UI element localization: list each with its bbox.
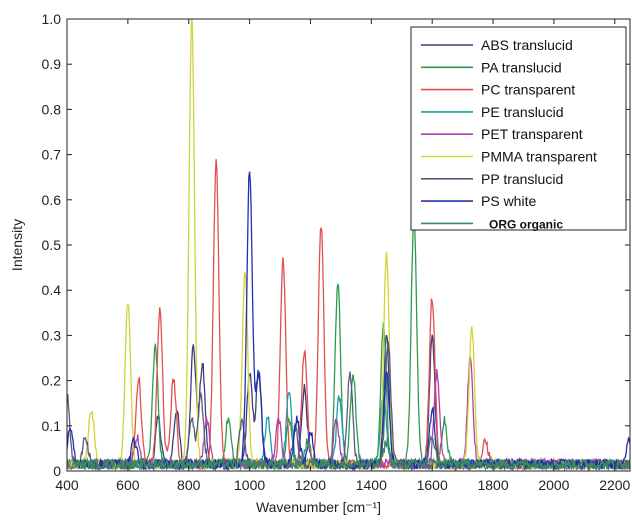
x-tick-label: 2000 [538,477,569,493]
legend-label: PE translucid [481,104,563,120]
x-tick-label: 2200 [599,477,630,493]
x-tick-label: 1200 [295,477,326,493]
y-tick-label: 0.7 [42,147,62,163]
x-tick-label: 1400 [356,477,387,493]
legend-label: ORG organic [489,217,563,231]
plot-area [67,19,630,471]
axes: 400 600 800 1000 1200 1400 1600 1800 2000 2200 0 0.… [9,11,631,515]
y-tick-label: 0 [53,463,61,479]
y-tick-label: 0.3 [42,327,62,343]
x-tick-label: 600 [116,477,140,493]
x-tick-label: 1600 [417,477,448,493]
legend-label: PC transparent [481,82,575,98]
legend-label: PS white [481,193,536,209]
legend-label: PMMA transparent [481,149,597,165]
series-line-1 [67,210,630,471]
y-tick-label: 0.5 [42,237,62,253]
x-tick-label: 1800 [477,477,508,493]
x-axis-label: Wavenumber [cm⁻¹] [256,499,381,515]
x-tick-label: 800 [177,477,201,493]
y-tick-label: 0.4 [42,282,62,298]
series-line-8 [67,434,630,471]
legend-label: PP translucid [481,171,563,187]
y-axis-label: Intensity [9,219,25,271]
legend-box [410,26,627,231]
y-tick-label: 1.0 [42,11,62,27]
y-tick-label: 0.9 [42,56,62,72]
legend: ABS translucid PA translucid PC transparen… [410,26,627,231]
legend-label: ABS translucid [481,37,573,53]
y-tick-label: 0.2 [42,373,62,389]
y-tick-label: 0.8 [42,101,62,117]
y-tick-label: 0.6 [42,192,62,208]
series-line-6 [67,341,630,471]
legend-label: PET transparent [481,126,583,142]
y-tick-label: 0.1 [42,418,62,434]
x-tick-label: 400 [55,477,79,493]
legend-label: PA translucid [481,59,562,75]
x-tick-label: 1000 [234,477,265,493]
